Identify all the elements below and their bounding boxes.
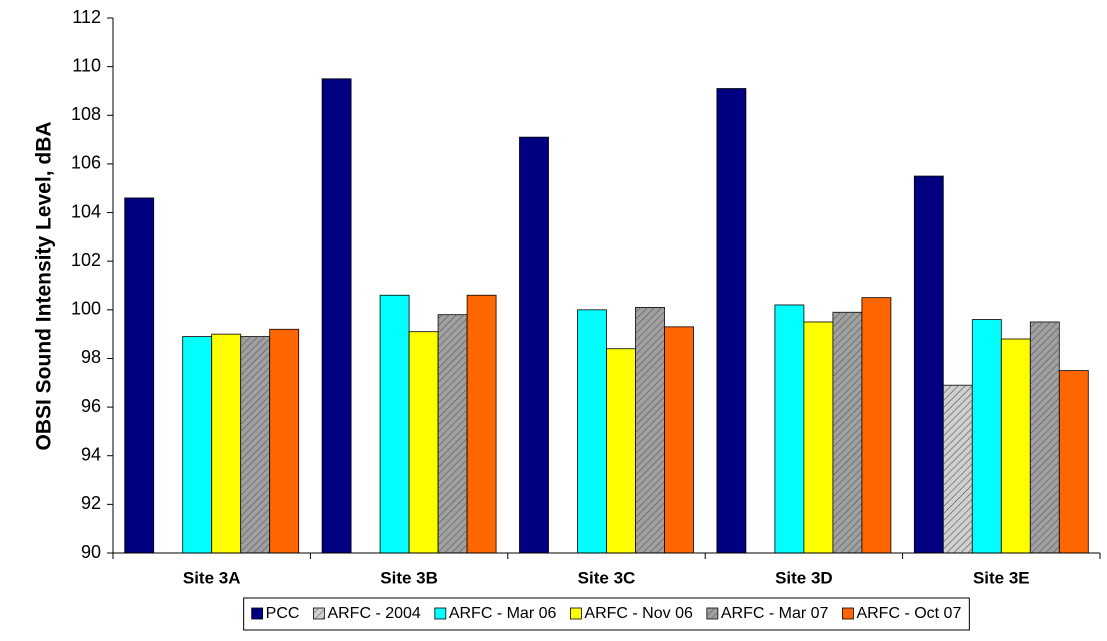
y-tick-label: 108 <box>71 104 101 124</box>
bar <box>971 319 1002 554</box>
bar <box>861 297 892 554</box>
y-tick-label: 90 <box>81 542 101 562</box>
legend-swatch <box>434 607 447 620</box>
x-tick-label: Site 3D <box>775 568 833 587</box>
y-tick-label: 92 <box>81 493 101 513</box>
x-tick-label: Site 3C <box>578 568 636 587</box>
bar <box>1058 370 1089 554</box>
y-axis-title: OBSI Sound Intensity Level, dBA <box>33 121 56 450</box>
bar-hatch <box>438 314 468 553</box>
x-tick-label: Site 3B <box>380 568 438 587</box>
legend-label: ARFC - 2004 <box>327 605 420 622</box>
legend-hatch <box>313 608 325 619</box>
bar <box>269 328 300 554</box>
bar-hatch <box>240 336 270 553</box>
y-tick-label: 104 <box>71 201 101 221</box>
bar <box>408 331 439 554</box>
y-tick-label: 100 <box>71 299 101 319</box>
bar-hatch <box>635 307 665 553</box>
legend-hatch <box>706 608 718 619</box>
y-tick-label: 96 <box>81 396 101 416</box>
bar <box>803 321 834 554</box>
y-tick-label: 112 <box>72 7 101 27</box>
bar <box>379 294 410 554</box>
bar <box>321 78 352 554</box>
bar <box>664 326 694 554</box>
y-tick-label: 102 <box>71 250 101 270</box>
x-tick-label: Site 3A <box>183 568 241 587</box>
bar <box>519 136 549 554</box>
legend-label: ARFC - Nov 06 <box>584 605 693 622</box>
bar <box>211 333 242 554</box>
x-tick-label: Site 3E <box>973 568 1030 587</box>
bar <box>1000 338 1031 554</box>
bar <box>124 197 155 554</box>
bar <box>913 175 944 554</box>
y-tick-label: 110 <box>72 55 101 75</box>
legend-label: PCC <box>266 605 300 622</box>
legend-swatch <box>569 607 582 620</box>
bar <box>577 309 607 554</box>
bar <box>182 336 213 554</box>
legend-label: ARFC - Oct 07 <box>856 605 961 622</box>
y-tick-label: 94 <box>81 444 101 464</box>
legend-swatch <box>842 607 854 620</box>
y-tick-label: 106 <box>71 153 101 173</box>
bar <box>606 348 636 554</box>
y-tick-label: 98 <box>81 347 101 367</box>
legend-swatch <box>251 607 264 620</box>
bar-hatch <box>1030 321 1060 553</box>
bar <box>774 304 805 554</box>
bar-hatch <box>943 385 973 553</box>
legend-label: ARFC - Mar 07 <box>721 605 829 622</box>
bar-hatch <box>832 312 862 553</box>
bar <box>716 88 747 554</box>
legend-label: ARFC - Mar 06 <box>449 605 557 622</box>
bar <box>466 294 497 554</box>
